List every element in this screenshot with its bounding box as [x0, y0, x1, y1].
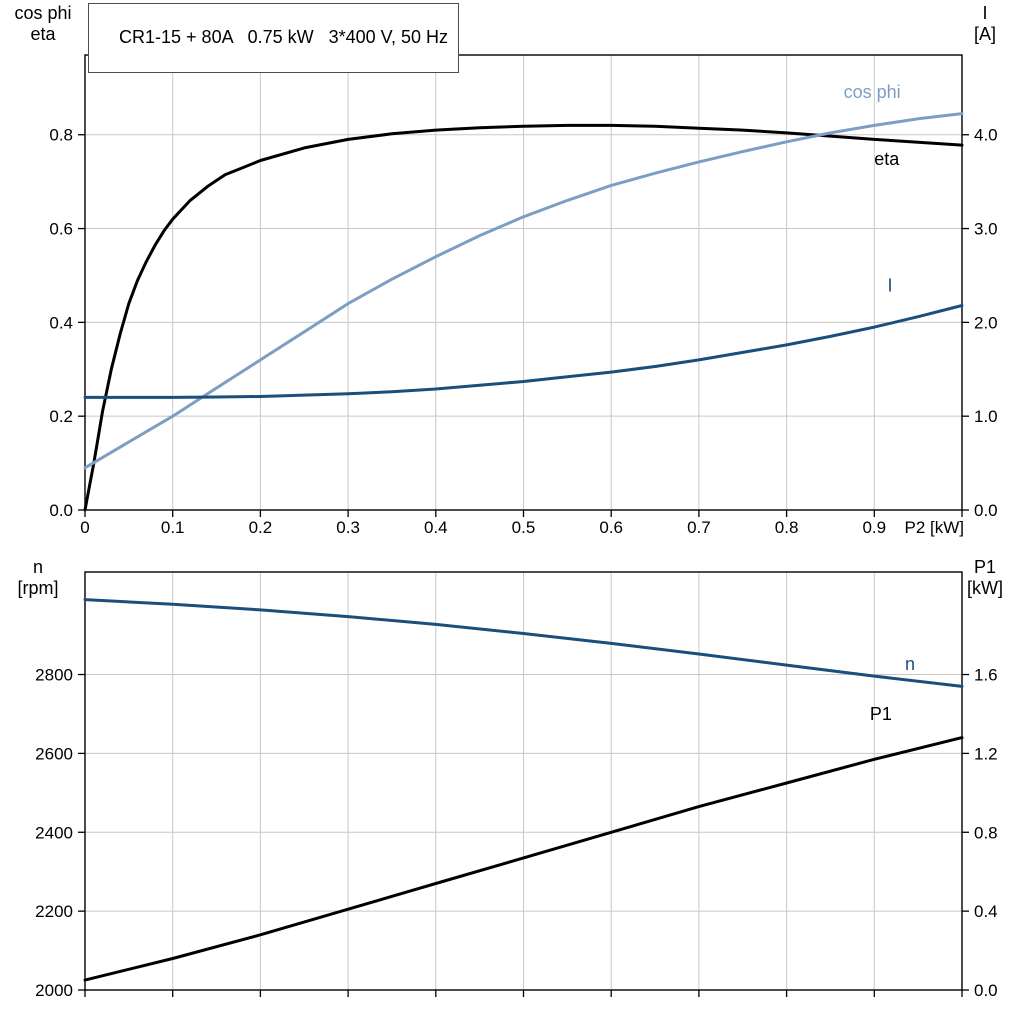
left-axis-title-line1: cos phi — [14, 3, 72, 23]
svg-text:4.0: 4.0 — [974, 126, 998, 145]
svg-text:0.8: 0.8 — [49, 126, 73, 145]
svg-text:0.2: 0.2 — [49, 407, 73, 426]
svg-text:3.0: 3.0 — [974, 220, 998, 239]
speed-axis-title-line1: n — [32, 557, 43, 577]
svg-text:0.4: 0.4 — [49, 313, 73, 332]
top-right-axis-title: I [A] — [959, 3, 1011, 45]
svg-text:2200: 2200 — [35, 902, 73, 921]
svg-text:0: 0 — [80, 518, 89, 537]
left-axis-title-line2: eta — [30, 24, 56, 44]
power-axis-title-line1: P1 — [973, 557, 997, 577]
svg-text:0.5: 0.5 — [512, 518, 536, 537]
svg-text:0.8: 0.8 — [974, 823, 998, 842]
svg-text:P1: P1 — [870, 704, 892, 724]
svg-text:2400: 2400 — [35, 823, 73, 842]
svg-text:0.0: 0.0 — [974, 981, 998, 1000]
svg-text:2000: 2000 — [35, 981, 73, 1000]
bottom-left-axis-title: n [rpm] — [2, 557, 74, 599]
speed-axis-title-line2: [rpm] — [17, 578, 59, 598]
top-left-axis-title: cos phi eta — [3, 3, 83, 45]
svg-text:n: n — [905, 654, 915, 674]
svg-text:0.0: 0.0 — [974, 501, 998, 520]
svg-text:0.6: 0.6 — [599, 518, 623, 537]
svg-text:2600: 2600 — [35, 744, 73, 763]
svg-text:0.4: 0.4 — [974, 902, 998, 921]
svg-text:0.0: 0.0 — [49, 501, 73, 520]
svg-text:0.3: 0.3 — [336, 518, 360, 537]
power-axis-title-line2: [kW] — [967, 578, 1003, 598]
svg-text:0.1: 0.1 — [161, 518, 185, 537]
chart-title: CR1-15 + 80A 0.75 kW 3*400 V, 50 Hz — [119, 27, 449, 47]
chart-title-box: CR1-15 + 80A 0.75 kW 3*400 V, 50 Hz — [88, 3, 460, 73]
svg-text:1.2: 1.2 — [974, 744, 998, 763]
svg-text:0.4: 0.4 — [424, 518, 448, 537]
svg-text:0.8: 0.8 — [775, 518, 799, 537]
bottom-right-axis-title: P1 [kW] — [958, 557, 1012, 599]
svg-text:0.9: 0.9 — [862, 518, 886, 537]
svg-text:2800: 2800 — [35, 666, 73, 685]
svg-text:2.0: 2.0 — [974, 313, 998, 332]
svg-text:0.7: 0.7 — [687, 518, 711, 537]
svg-text:cos phi: cos phi — [844, 82, 901, 102]
svg-text:P2 [kW]: P2 [kW] — [904, 518, 964, 537]
svg-text:eta: eta — [874, 149, 900, 169]
svg-text:1.0: 1.0 — [974, 407, 998, 426]
svg-text:1.6: 1.6 — [974, 666, 998, 685]
svg-text:I: I — [887, 275, 892, 295]
svg-text:0.6: 0.6 — [49, 220, 73, 239]
svg-text:0.2: 0.2 — [249, 518, 273, 537]
right-axis-title-line2: [A] — [973, 24, 996, 44]
right-axis-title-line1: I — [982, 3, 988, 23]
